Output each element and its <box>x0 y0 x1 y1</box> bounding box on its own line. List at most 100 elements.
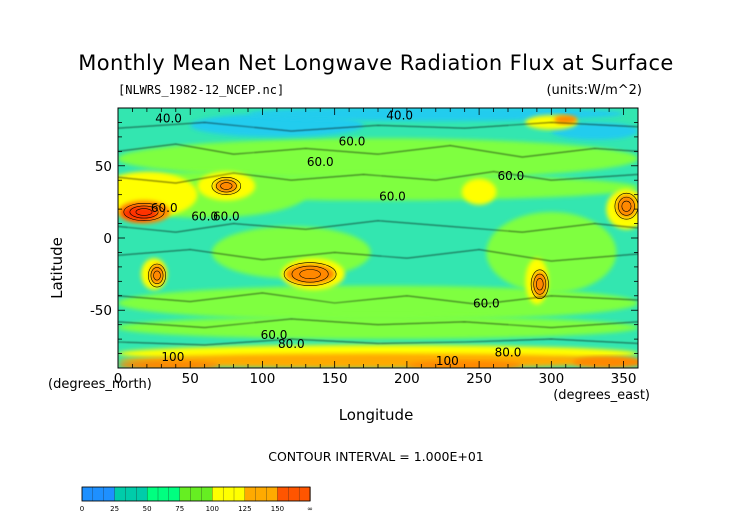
contour-ring-4-0 <box>614 192 638 220</box>
contour-ring-2-1 <box>150 267 164 284</box>
contour-label-1: 40.0 <box>386 109 413 123</box>
y-axis: -50 0 50 <box>90 107 638 369</box>
flux-region-21 <box>214 178 238 194</box>
flux-region-7 <box>190 113 364 137</box>
flux-region-26 <box>554 115 578 124</box>
colorbar-segment-0-2 <box>103 486 116 502</box>
y-tick-label-0: 0 <box>103 231 112 247</box>
colorbar-segment-4-1 <box>222 486 235 502</box>
flux-regions <box>118 108 638 368</box>
y-tick-label--50: -50 <box>90 303 112 319</box>
contour-ring-0-2 <box>135 208 153 216</box>
contour-line-7 <box>118 122 638 132</box>
contour-ring-3-2 <box>536 278 544 291</box>
colorbar-segment-5-0 <box>244 486 257 502</box>
contour-ring-2-2 <box>153 270 161 281</box>
contour-ring-4-1 <box>618 196 635 216</box>
contour-label-7: 60.0 <box>191 210 218 224</box>
colorbar-segment-5-2 <box>266 486 279 502</box>
colorbar-segment-0-1 <box>92 486 105 502</box>
x-unit-label: (degrees_east) <box>553 388 650 403</box>
y-tick-label-50: 50 <box>95 159 112 175</box>
contour-ring-3-0 <box>530 269 549 299</box>
flux-region-30 <box>573 356 638 368</box>
colorbar-label-7: ∞ <box>307 505 313 513</box>
x-tick-label-350: 350 <box>611 371 637 387</box>
colorbar: 0 25 50 75 100 125 150 ∞ <box>80 486 313 513</box>
colorbar-segment-0-0 <box>81 486 94 502</box>
contour-ring-0-0 <box>123 203 165 221</box>
contour-ring-4-2 <box>621 200 632 212</box>
contour-ring-5-2 <box>220 182 233 190</box>
colorbar-segment-3-2 <box>201 486 213 502</box>
flux-region-8 <box>248 108 624 121</box>
contour-line-2 <box>118 292 638 305</box>
x-axis-label: Longitude <box>339 406 414 424</box>
flux-region-22 <box>285 264 335 285</box>
colorbar-segment-2-1 <box>157 486 170 502</box>
contour-ring-5-0 <box>211 177 242 195</box>
contour-interval-label: CONTOUR INTERVAL = 1.000E+01 <box>268 449 484 464</box>
colorbar-label-5: 125 <box>238 505 251 513</box>
source-file-label: [NLWRS_1982-12_NCEP.nc] <box>118 83 284 97</box>
flux-region-9 <box>551 122 638 140</box>
contour-label-13: 100 <box>161 350 184 364</box>
colorbar-segment-2-0 <box>146 486 159 502</box>
contour-label-10: 60.0 <box>261 328 288 342</box>
colorbar-segment-1-0 <box>114 486 127 502</box>
colorbar-label-2: 50 <box>143 505 152 513</box>
contour-label-14: 100 <box>436 354 459 368</box>
contour-line-1 <box>118 143 638 158</box>
x-axis: 0 50 100 150 200 250 300 350 <box>114 108 639 387</box>
contour-ring-5-1 <box>215 179 237 193</box>
colorbar-label-0: 0 <box>80 505 84 513</box>
flux-region-0 <box>118 138 638 179</box>
y-axis-label: Latitude <box>48 237 66 299</box>
contour-line-6 <box>118 249 638 262</box>
flux-region-3 <box>118 316 638 340</box>
colorbar-segment-3-1 <box>190 486 203 502</box>
contour-ring-2-0 <box>148 263 166 288</box>
contour-ring-1-2 <box>299 269 321 280</box>
colorbar-segment-3-0 <box>179 486 192 502</box>
colorbar-segment-6-2 <box>298 486 311 502</box>
contour-line-3 <box>118 318 638 328</box>
colorbar-segment-4-0 <box>212 486 224 502</box>
contour-label-4: 60.0 <box>498 169 525 183</box>
colorbar-segment-1-1 <box>125 486 137 502</box>
colorbar-label-1: 25 <box>110 505 119 513</box>
contour-ring-1-1 <box>291 265 329 283</box>
x-tick-label-0: 0 <box>114 371 123 387</box>
flux-region-5 <box>486 212 617 293</box>
contour-line-4 <box>118 338 638 346</box>
colorbar-segment-6-0 <box>277 486 289 502</box>
contour-line-5 <box>118 220 638 233</box>
units-label: (units:W/m^2) <box>546 83 642 98</box>
contour-label-5: 60.0 <box>379 189 406 203</box>
contour-ring-0-1 <box>129 205 159 219</box>
contour-label-2: 60.0 <box>339 135 366 149</box>
colorbar-label-4: 100 <box>206 505 219 513</box>
x-tick-label-50: 50 <box>182 371 199 387</box>
contour-line-0 <box>118 171 638 184</box>
contour-ring-1-0 <box>283 262 337 286</box>
colorbar-segment-5-1 <box>255 486 268 502</box>
contour-label-6: 60.0 <box>151 201 178 215</box>
contour-ring-3-1 <box>533 273 547 295</box>
colorbar-segment-4-2 <box>233 486 246 502</box>
contour-label-12: 80.0 <box>495 345 522 359</box>
colorbar-segment-2-2 <box>168 486 181 502</box>
colorbar-segment-1-2 <box>136 486 148 502</box>
colorbar-label-6: 150 <box>271 505 284 513</box>
flux-region-25 <box>616 194 637 218</box>
flux-region-28 <box>118 360 220 368</box>
colorbar-frame <box>81 486 311 502</box>
contour-lines <box>118 122 638 346</box>
contour-label-3: 60.0 <box>307 155 334 169</box>
flux-region-23 <box>149 264 165 285</box>
chart-title: Monthly Mean Net Longwave Radiation Flux… <box>78 51 674 75</box>
flux-region-24 <box>532 271 547 298</box>
x-tick-label-200: 200 <box>394 371 420 387</box>
y-unit-label: (degrees_north) <box>48 377 152 392</box>
